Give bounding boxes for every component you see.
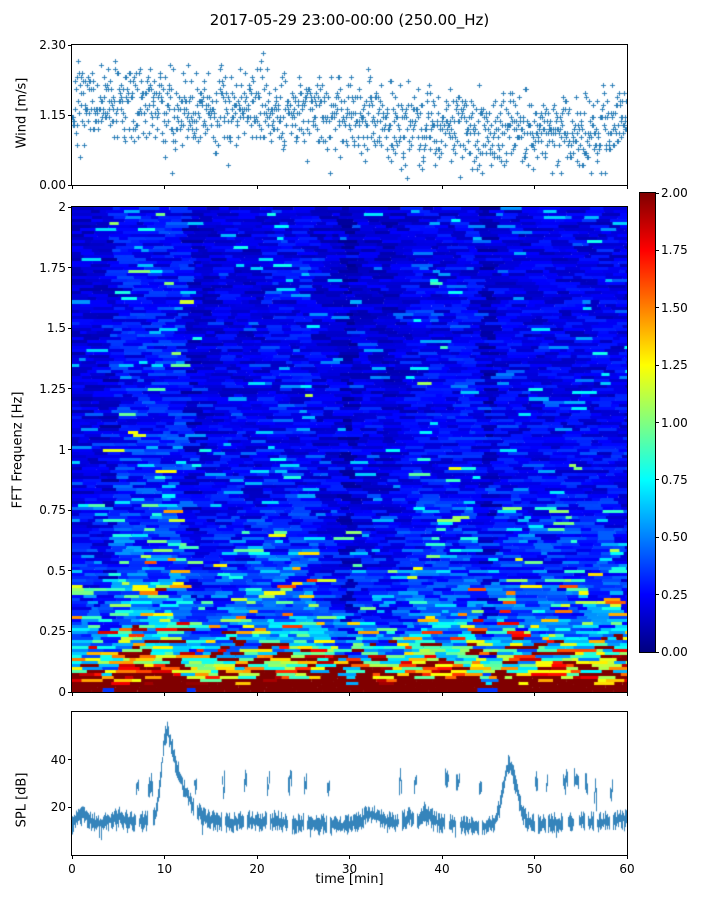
x-tick: [534, 692, 535, 696]
colorbar-tick-label: 0.50: [661, 530, 688, 545]
plot-title: 2017-05-29 23:00-00:00 (250.00_Hz): [209, 11, 490, 29]
y-tick: [68, 691, 72, 693]
colorbar-tick: [655, 249, 659, 251]
x-tick: [441, 185, 443, 189]
y-tick-label: 1.15: [39, 108, 66, 122]
colorbar-tick-label: 0.00: [661, 645, 688, 659]
x-tick: [256, 185, 258, 189]
colorbar: [639, 192, 656, 653]
x-tick: [441, 855, 443, 859]
colorbar-tick-label: 2.00: [661, 186, 688, 200]
x-tick: [71, 185, 73, 189]
x-tick-label: 10: [156, 862, 173, 876]
y-tick: [68, 114, 72, 116]
colorbar-tick: [655, 651, 659, 653]
y-tick-label: 20: [50, 800, 66, 815]
colorbar-tick: [655, 364, 659, 366]
colorbar-tick-label: 0.75: [661, 472, 688, 487]
colorbar-tick: [655, 307, 659, 309]
y-tick-label: 1.5: [46, 321, 66, 336]
x-tick-label: 0: [68, 862, 76, 876]
colorbar-tick-label: 1.75: [661, 243, 688, 258]
y-tick-label: 2: [58, 200, 66, 214]
y-tick-label: 0.75: [39, 503, 66, 518]
colorbar-tick-label: 1.00: [661, 415, 688, 430]
x-tick: [164, 692, 165, 696]
x-tick-label: 20: [249, 862, 265, 876]
y-tick: [68, 630, 72, 632]
x-tick: [441, 692, 443, 696]
x-tick: [71, 692, 73, 696]
x-tick: [164, 185, 165, 189]
y-tick-label: 1: [58, 442, 66, 457]
colorbar-tick-label: 0.25: [661, 587, 688, 602]
x-tick: [626, 855, 628, 859]
colorbar-gradient-jet: [640, 193, 655, 652]
y-tick: [68, 449, 72, 450]
x-tick: [349, 692, 350, 696]
y-tick-label: 1.25: [39, 381, 66, 396]
y-tick-label: 0.5: [46, 563, 66, 578]
y-tick-label: 40: [50, 752, 66, 767]
y-tick: [68, 44, 72, 46]
x-tick: [256, 855, 258, 859]
y-tick-label: 1.75: [39, 260, 66, 275]
x-axis-label: time [min]: [315, 872, 384, 887]
y-tick: [68, 570, 72, 572]
x-tick: [534, 185, 535, 189]
x-tick: [71, 855, 73, 859]
y-tick: [68, 806, 72, 808]
colorbar-tick-label: 1.25: [661, 358, 688, 373]
y-tick: [68, 206, 72, 208]
spl-line-canvas: [72, 712, 627, 855]
x-tick: [349, 855, 350, 859]
y-tick-label: 0.00: [39, 178, 66, 192]
spectrogram-canvas: [72, 207, 627, 692]
colorbar-tick: [655, 422, 659, 423]
y-tick: [68, 388, 72, 390]
colorbar-tick: [655, 594, 659, 596]
colorbar-tick: [655, 479, 659, 481]
x-tick-label: 40: [434, 862, 450, 876]
x-tick: [164, 855, 165, 859]
y-tick-label: 0.25: [39, 624, 66, 639]
colorbar-tick-label: 1.50: [661, 300, 688, 315]
x-tick: [626, 692, 628, 696]
y-tick-label: 2.30: [39, 38, 66, 52]
y-tick: [68, 327, 72, 329]
x-tick-label: 50: [526, 862, 543, 876]
y-tick: [68, 759, 72, 761]
y-tick: [68, 267, 72, 269]
x-tick: [349, 185, 350, 189]
y-tick-label: 0: [58, 685, 66, 699]
x-tick-label: 30: [341, 862, 358, 876]
x-tick: [256, 692, 258, 696]
colorbar-tick: [655, 192, 659, 194]
wind-scatter-canvas: [72, 45, 627, 185]
x-tick-label: 60: [619, 862, 635, 876]
y-tick: [68, 509, 72, 511]
y-tick: [68, 184, 72, 186]
colorbar-tick: [655, 536, 659, 538]
x-tick: [534, 855, 535, 859]
x-tick: [626, 185, 628, 189]
